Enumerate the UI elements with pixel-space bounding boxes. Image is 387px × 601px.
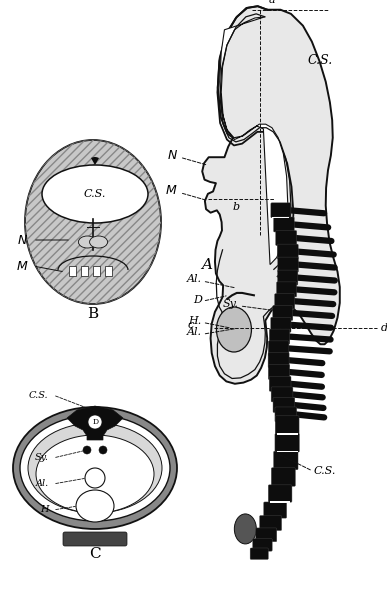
FancyBboxPatch shape — [273, 397, 295, 412]
Ellipse shape — [42, 165, 148, 223]
Polygon shape — [67, 406, 123, 440]
Text: H: H — [41, 505, 49, 514]
Text: $\mathit{M}$: $\mathit{M}$ — [166, 185, 178, 197]
FancyBboxPatch shape — [275, 433, 300, 452]
FancyBboxPatch shape — [275, 294, 295, 309]
FancyBboxPatch shape — [278, 257, 298, 272]
Text: $\mathit{N}$: $\mathit{N}$ — [167, 149, 178, 162]
FancyBboxPatch shape — [277, 244, 298, 259]
FancyBboxPatch shape — [271, 468, 295, 486]
FancyBboxPatch shape — [268, 485, 292, 502]
Bar — [277, 433, 298, 435]
Text: Al.: Al. — [187, 328, 202, 337]
Polygon shape — [220, 17, 288, 264]
Text: C: C — [89, 547, 101, 561]
FancyBboxPatch shape — [274, 451, 298, 470]
Ellipse shape — [99, 446, 107, 454]
Text: Sy.: Sy. — [35, 454, 49, 463]
FancyBboxPatch shape — [277, 270, 298, 285]
Bar — [272, 217, 289, 218]
Text: A: A — [201, 258, 212, 272]
Ellipse shape — [79, 236, 96, 248]
Text: C.S.: C.S. — [84, 189, 106, 199]
Text: d: d — [380, 323, 387, 334]
Bar — [93, 266, 100, 276]
FancyBboxPatch shape — [260, 516, 282, 531]
Bar — [270, 501, 290, 503]
FancyBboxPatch shape — [271, 317, 291, 332]
Ellipse shape — [88, 415, 102, 429]
Text: $\mathit{N}$: $\mathit{N}$ — [17, 234, 28, 246]
Text: $\mathit{M}$: $\mathit{M}$ — [15, 260, 28, 272]
FancyBboxPatch shape — [269, 376, 291, 391]
Ellipse shape — [83, 446, 91, 454]
FancyBboxPatch shape — [275, 416, 299, 435]
Bar — [69, 266, 76, 276]
Bar — [81, 266, 88, 276]
Text: b: b — [233, 201, 240, 212]
FancyBboxPatch shape — [271, 387, 293, 402]
Ellipse shape — [90, 236, 108, 248]
Text: C.S.: C.S. — [307, 54, 332, 67]
Polygon shape — [202, 6, 340, 384]
Text: Sy.: Sy. — [223, 299, 239, 309]
FancyBboxPatch shape — [63, 532, 127, 546]
Ellipse shape — [85, 468, 105, 488]
Ellipse shape — [216, 307, 252, 352]
FancyBboxPatch shape — [268, 364, 290, 379]
Wedge shape — [91, 157, 99, 165]
FancyBboxPatch shape — [269, 329, 290, 344]
Text: C.S.: C.S. — [28, 391, 48, 400]
Text: D: D — [93, 418, 99, 426]
Bar — [105, 266, 112, 276]
Text: B: B — [87, 307, 99, 321]
Ellipse shape — [28, 423, 162, 513]
FancyBboxPatch shape — [277, 282, 296, 297]
FancyBboxPatch shape — [250, 548, 268, 560]
Text: Al.: Al. — [187, 274, 202, 284]
Ellipse shape — [13, 407, 177, 529]
FancyBboxPatch shape — [276, 231, 297, 246]
FancyBboxPatch shape — [268, 353, 289, 368]
Bar — [276, 451, 298, 452]
FancyBboxPatch shape — [268, 341, 289, 356]
FancyBboxPatch shape — [271, 203, 291, 218]
Ellipse shape — [36, 435, 154, 513]
Text: C.S.: C.S. — [314, 466, 336, 476]
Ellipse shape — [25, 140, 161, 304]
FancyBboxPatch shape — [264, 502, 287, 518]
FancyBboxPatch shape — [273, 305, 293, 320]
Ellipse shape — [235, 514, 256, 544]
FancyBboxPatch shape — [274, 217, 294, 232]
FancyBboxPatch shape — [275, 407, 297, 422]
FancyBboxPatch shape — [256, 528, 277, 542]
Ellipse shape — [76, 490, 114, 522]
Text: H.: H. — [188, 316, 202, 326]
Text: Al.: Al. — [36, 480, 49, 489]
Text: D: D — [193, 295, 202, 305]
FancyBboxPatch shape — [253, 538, 272, 551]
Text: a: a — [269, 0, 276, 5]
Ellipse shape — [20, 415, 170, 521]
Text: c: c — [188, 320, 194, 331]
